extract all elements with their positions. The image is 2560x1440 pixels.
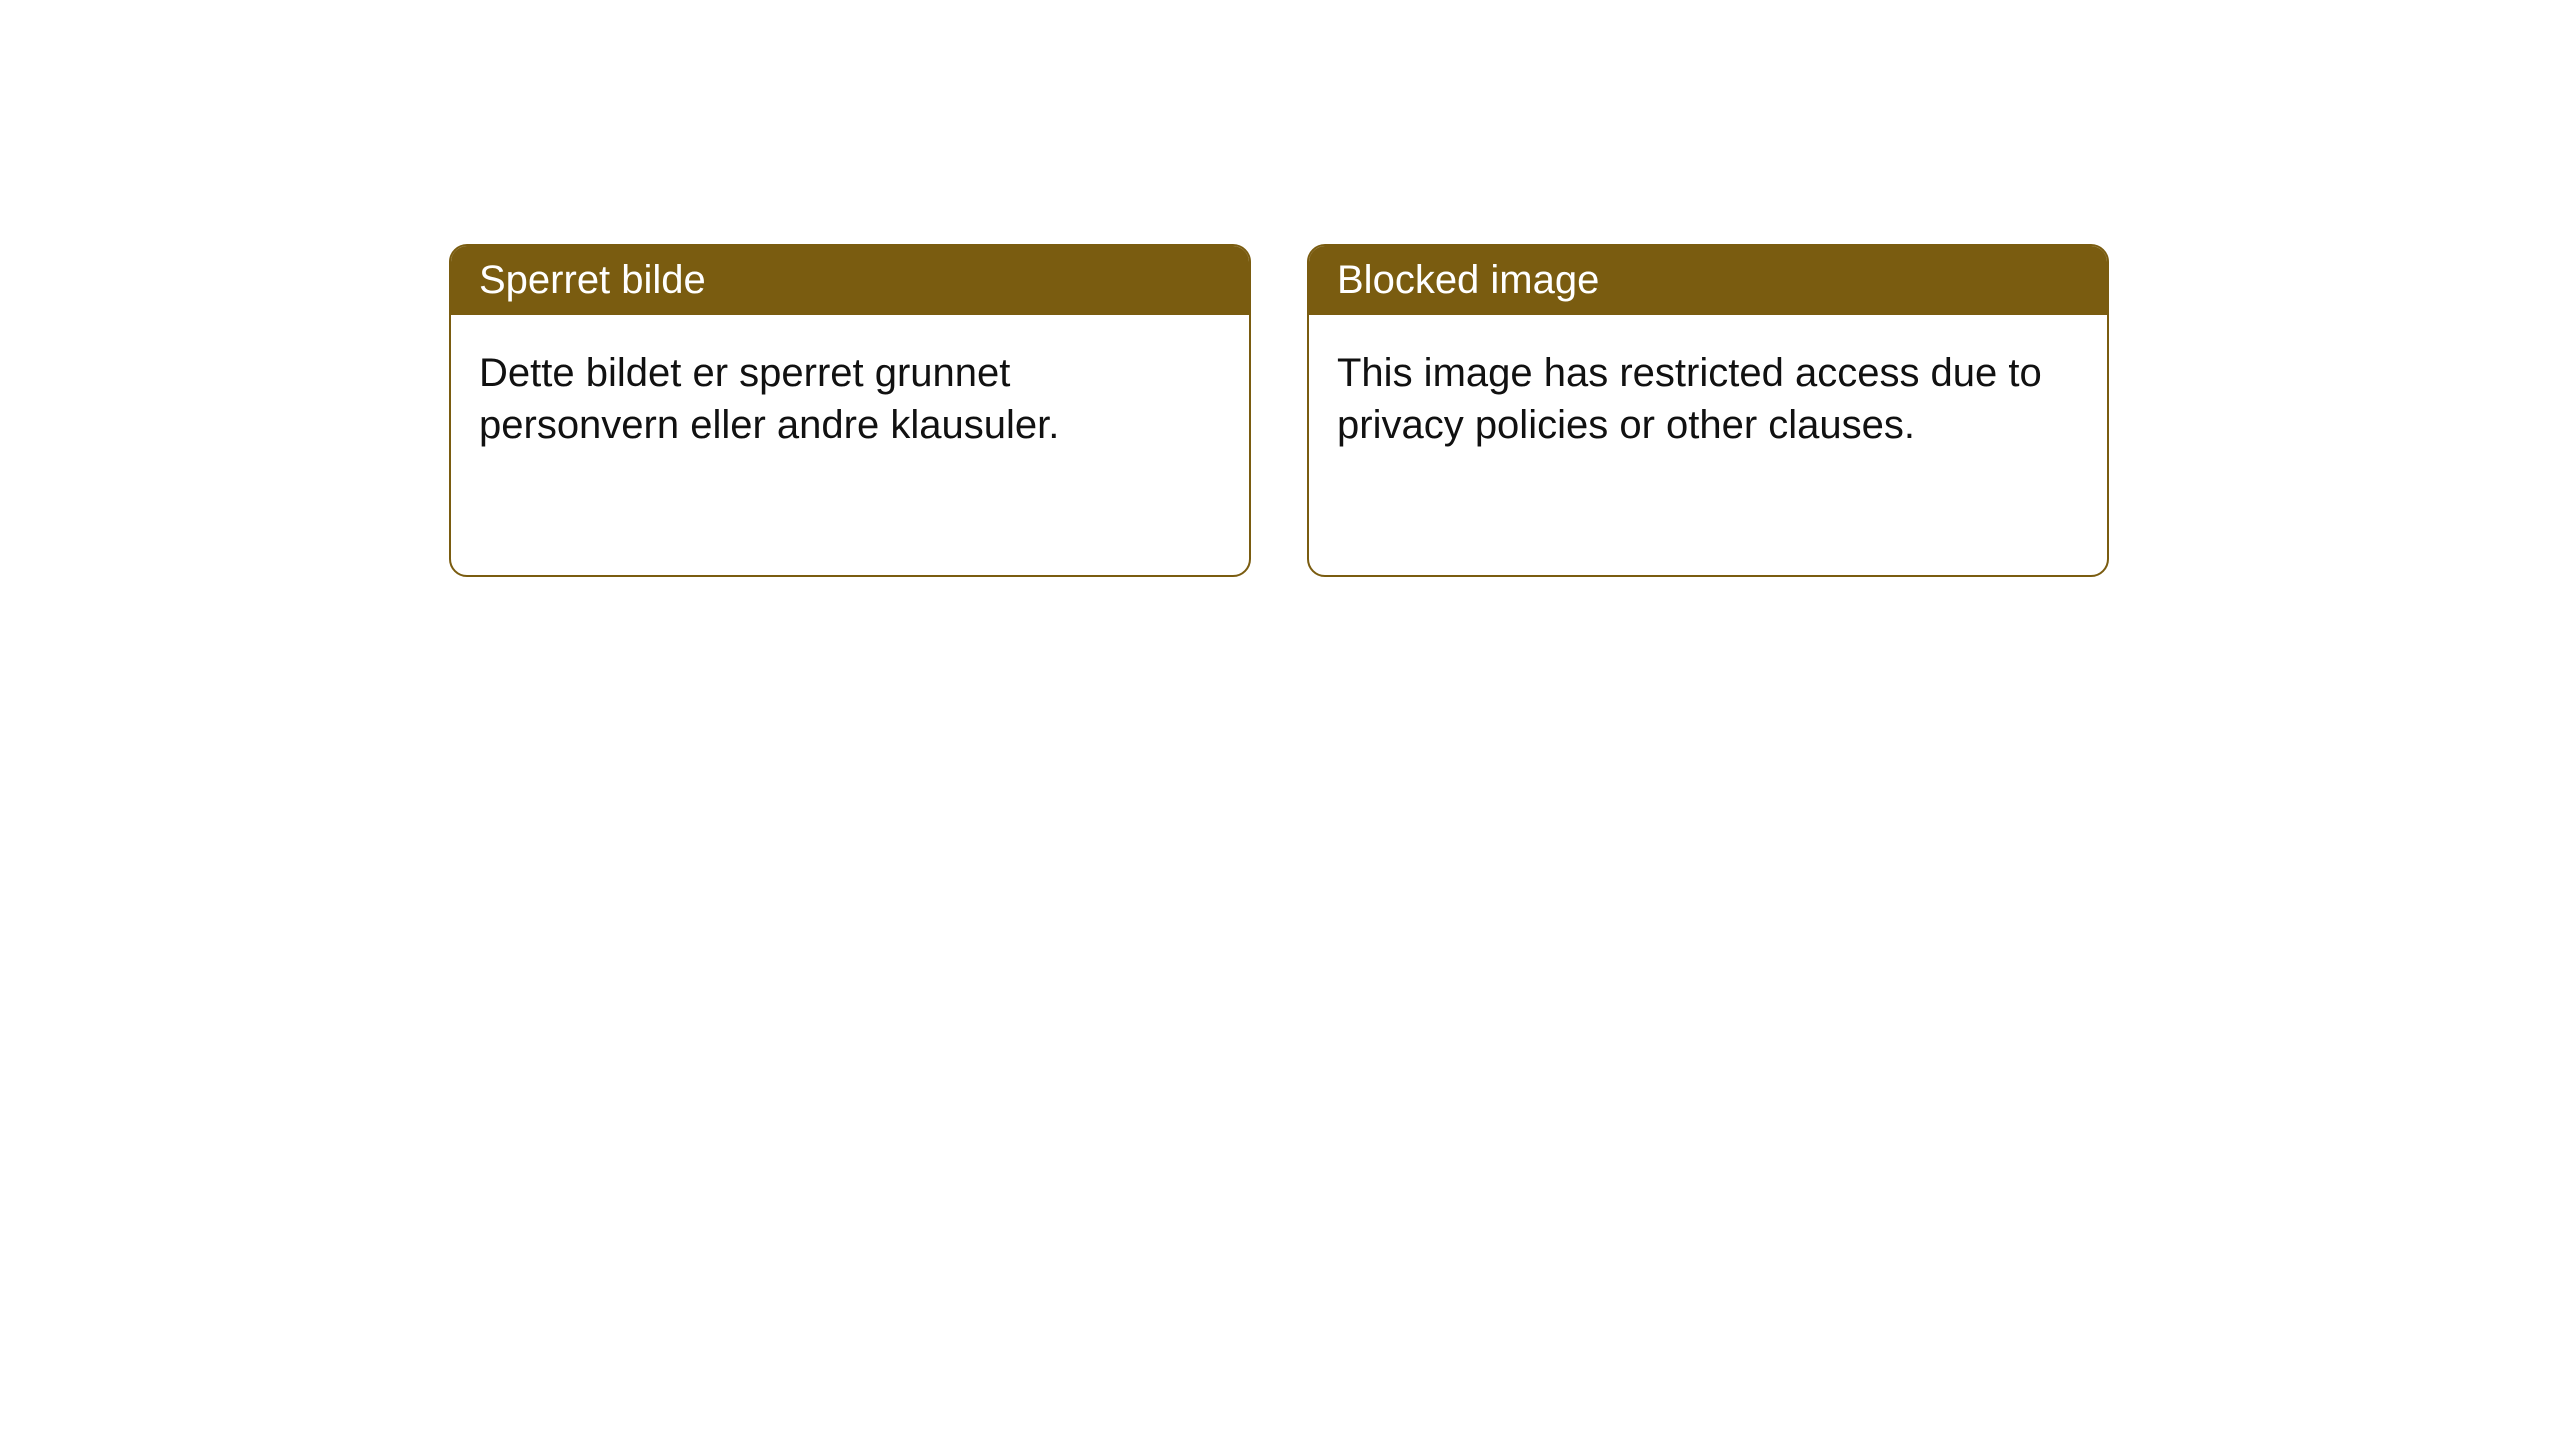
card-body: This image has restricted access due to … — [1309, 315, 2107, 483]
card-body: Dette bildet er sperret grunnet personve… — [451, 315, 1249, 483]
card-container: Sperret bilde Dette bildet er sperret gr… — [0, 0, 2560, 577]
card-body-text: This image has restricted access due to … — [1337, 351, 2042, 447]
card-header: Sperret bilde — [451, 246, 1249, 315]
card-header: Blocked image — [1309, 246, 2107, 315]
card-english: Blocked image This image has restricted … — [1307, 244, 2109, 577]
card-title: Blocked image — [1337, 258, 1599, 302]
card-title: Sperret bilde — [479, 258, 706, 302]
card-norwegian: Sperret bilde Dette bildet er sperret gr… — [449, 244, 1251, 577]
card-body-text: Dette bildet er sperret grunnet personve… — [479, 351, 1059, 447]
